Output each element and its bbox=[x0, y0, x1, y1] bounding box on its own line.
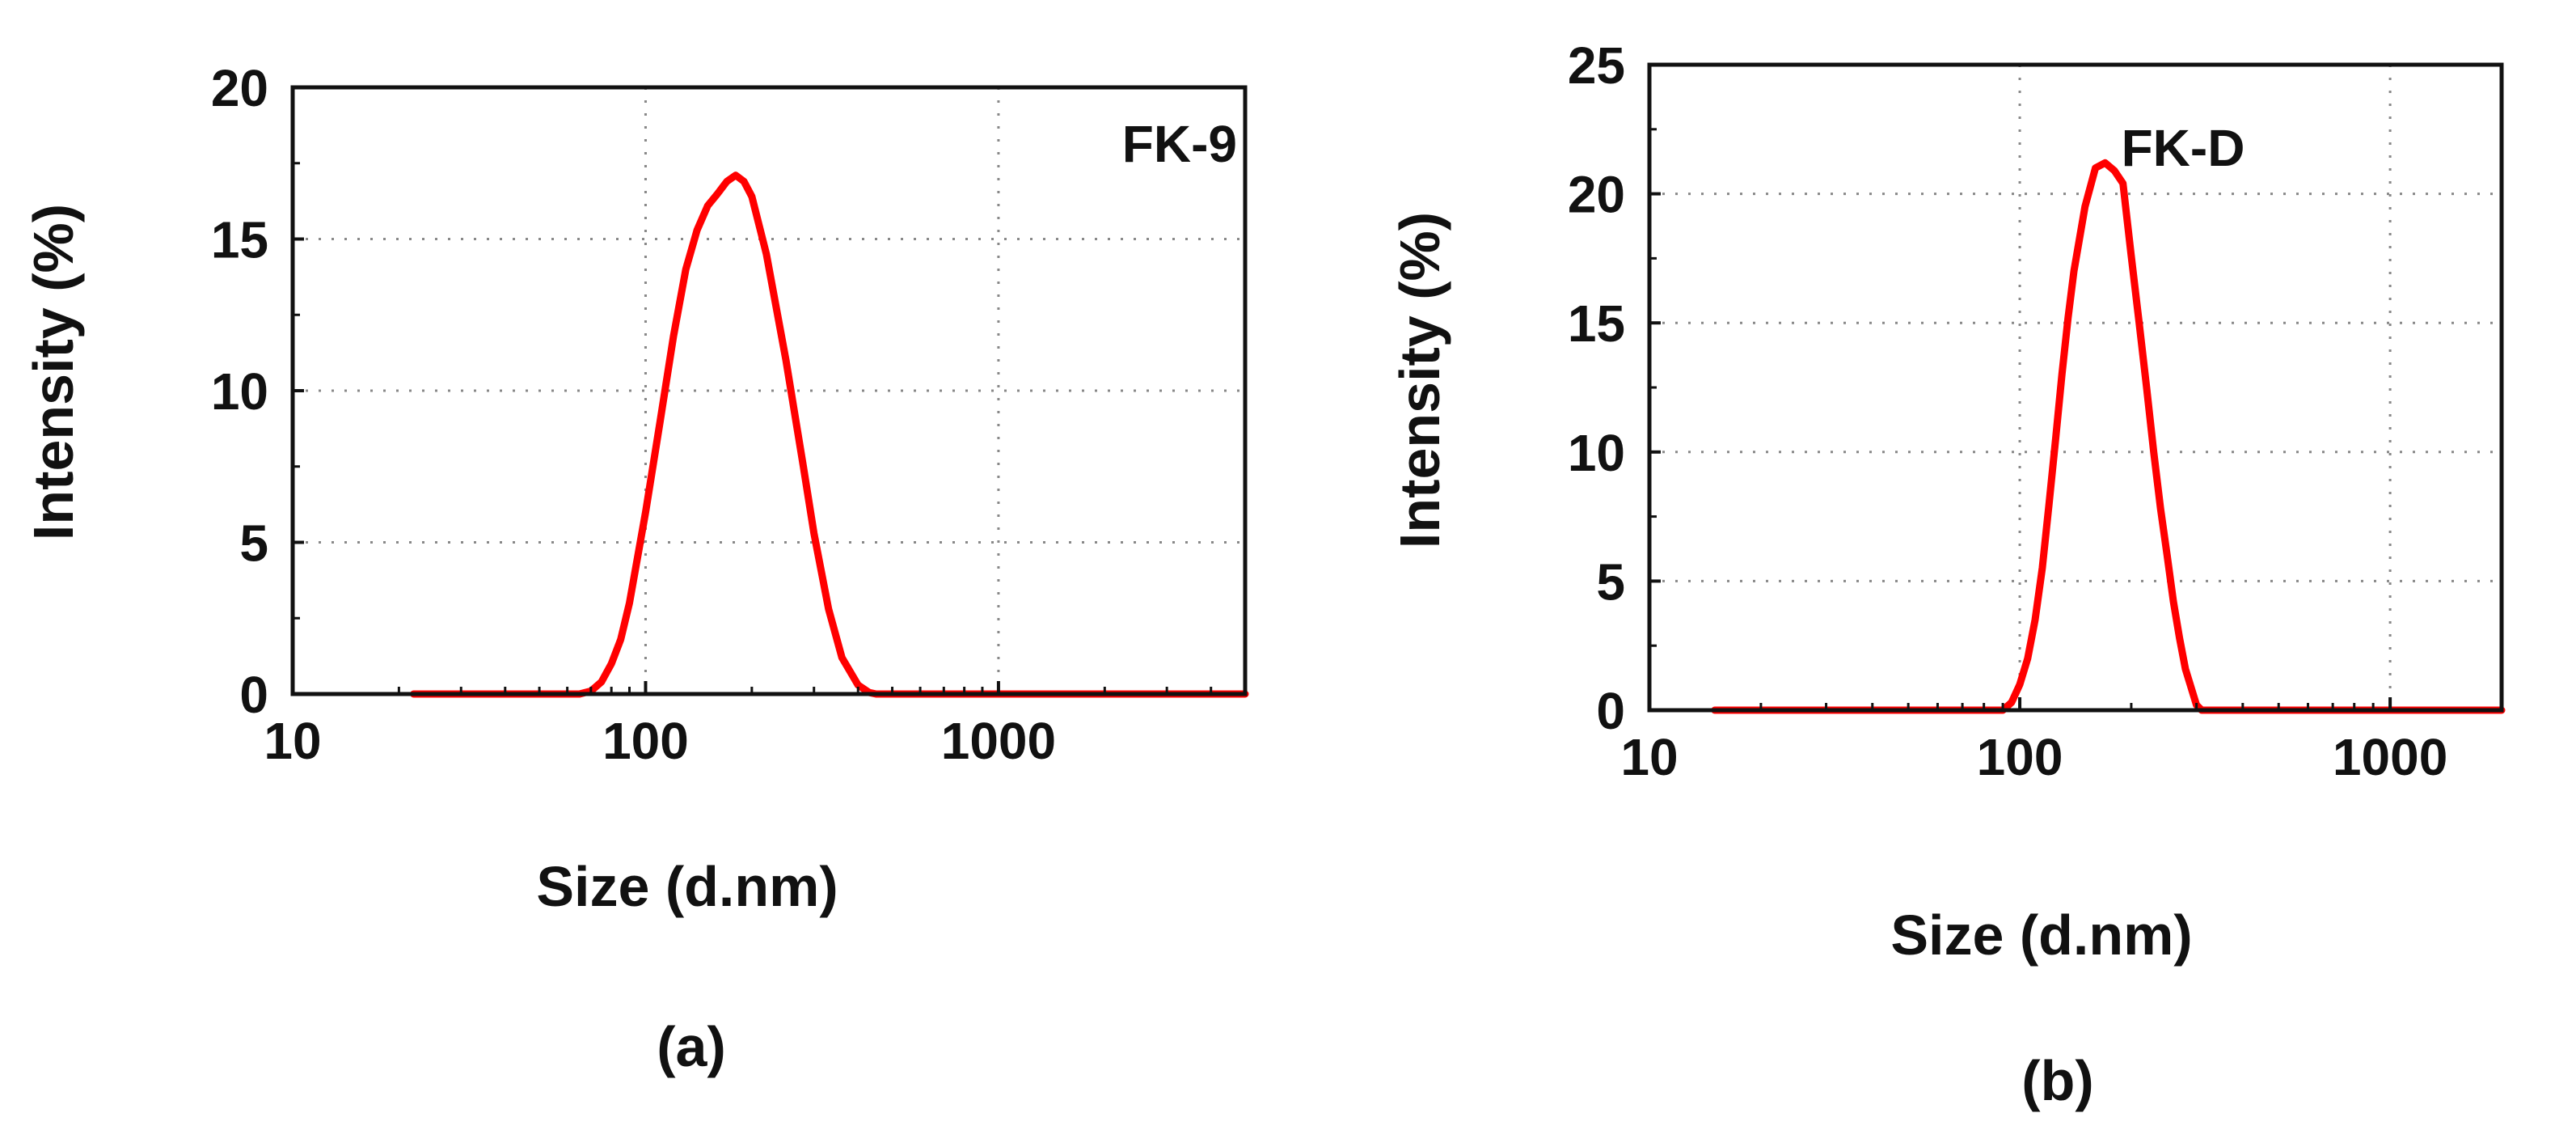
grid-lines bbox=[293, 87, 1245, 694]
panel-label: FK-9 bbox=[1122, 115, 1237, 173]
y-tick-label: 5 bbox=[239, 514, 268, 573]
series-line bbox=[410, 171, 1249, 698]
y-tick-label: 10 bbox=[1568, 424, 1625, 482]
x-axis-title: Size (d.nm) bbox=[1890, 904, 2192, 967]
y-tick-labels: 0 5 10 15 20 25 bbox=[1568, 36, 1625, 740]
y-axis-title: Intensity (%) bbox=[22, 204, 85, 540]
y-axis-title: Intensity (%) bbox=[1388, 212, 1451, 548]
y-tick-label: 20 bbox=[211, 59, 268, 117]
grid-lines bbox=[1649, 65, 2502, 710]
y-tick-labels: 0 5 10 15 20 bbox=[211, 59, 268, 724]
x-tick-label: 1000 bbox=[941, 712, 1056, 770]
tick-marks bbox=[1648, 63, 2392, 712]
y-tick-label: 5 bbox=[1596, 552, 1625, 611]
plot-frame bbox=[1647, 62, 2504, 713]
tick-marks bbox=[291, 86, 1213, 696]
panel-caption: (a) bbox=[657, 1015, 726, 1078]
x-tick-label: 1000 bbox=[2333, 728, 2447, 786]
y-tick-label: 20 bbox=[1568, 166, 1625, 224]
x-axis-title: Size (d.nm) bbox=[536, 855, 838, 918]
y-tick-label: 10 bbox=[211, 362, 268, 421]
curve-layer bbox=[1711, 159, 2506, 714]
y-tick-label: 15 bbox=[1568, 294, 1625, 353]
curve-layer bbox=[410, 171, 1249, 698]
chart-panel-a: 0 5 10 15 20 10 100 1000 FK-9 Size (d.nm) Inte… bbox=[22, 59, 1249, 1078]
chart-panel-b: 0 5 10 15 20 25 10 100 1000 FK-D Size (d.nm) In… bbox=[1388, 36, 2506, 1112]
y-tick-label: 25 bbox=[1568, 36, 1625, 95]
x-tick-labels: 10 100 1000 bbox=[1620, 728, 2447, 786]
x-tick-label: 100 bbox=[602, 712, 689, 770]
x-tick-label: 100 bbox=[1977, 728, 2063, 786]
x-tick-label: 10 bbox=[1620, 728, 1678, 786]
series-line bbox=[1711, 159, 2506, 714]
panel-label: FK-D bbox=[2122, 119, 2245, 177]
y-tick-label: 0 bbox=[1596, 682, 1625, 740]
x-tick-label: 10 bbox=[264, 712, 321, 770]
panel-caption: (b) bbox=[2021, 1049, 2093, 1112]
x-tick-labels: 10 100 1000 bbox=[264, 712, 1056, 770]
y-tick-label: 15 bbox=[211, 211, 268, 269]
y-tick-label: 0 bbox=[239, 666, 268, 724]
